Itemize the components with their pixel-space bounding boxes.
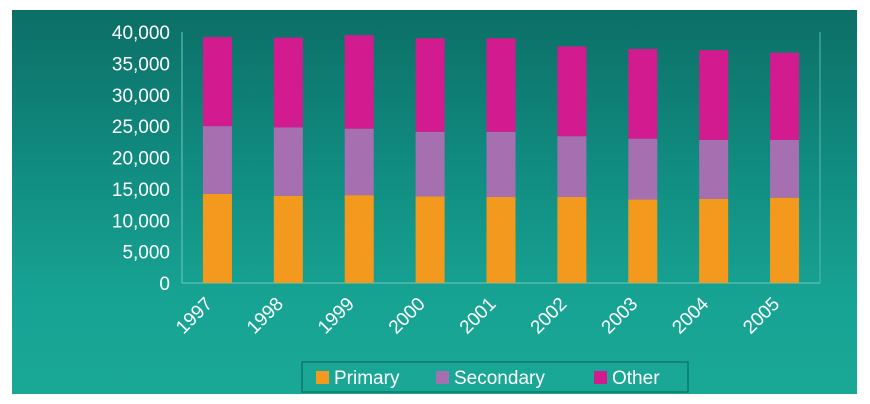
legend-box — [301, 361, 689, 393]
bar-primary-2005 — [770, 197, 800, 283]
x-tick-label: 2003 — [598, 294, 643, 339]
y-tick-label: 0 — [159, 274, 170, 295]
bar-other-2004 — [699, 50, 729, 140]
bar-secondary-2000 — [415, 131, 445, 197]
y-tick-label: 25,000 — [112, 117, 170, 138]
y-tick-label: 35,000 — [112, 54, 170, 75]
legend-label-primary: Primary — [334, 368, 400, 389]
legend-label-secondary: Secondary — [454, 368, 545, 389]
x-tick-label: 2005 — [739, 294, 784, 339]
bar-secondary-2003 — [628, 138, 658, 200]
legend: Primary Secondary Other — [301, 361, 689, 393]
y-tick-label: 30,000 — [112, 86, 170, 107]
bar-other-2000 — [415, 38, 445, 132]
bar-other-2003 — [628, 48, 658, 139]
bar-secondary-2002 — [557, 136, 587, 198]
x-tick-label: 1998 — [243, 294, 288, 339]
y-tick-label: 20,000 — [112, 149, 170, 170]
bar-primary-1997 — [202, 193, 232, 283]
bar-secondary-2005 — [770, 139, 800, 198]
bar-other-1999 — [344, 35, 374, 129]
x-tick-label: 2002 — [527, 294, 572, 339]
x-tick-label: 2004 — [668, 293, 713, 338]
x-tick-label: 2001 — [456, 294, 501, 339]
bar-other-2001 — [486, 38, 516, 132]
chart-panel: 0 5,000 10,000 15,000 20,000 25,000 30,000 35,0… — [12, 10, 857, 394]
legend-swatch-primary — [316, 371, 329, 384]
bar-secondary-1999 — [344, 128, 374, 196]
bar-primary-2004 — [699, 198, 729, 283]
bar-secondary-2001 — [486, 131, 516, 198]
bar-primary-1999 — [344, 195, 374, 283]
x-tick-labels: 1997 1998 1999 2000 2001 2002 2003 2004 2005 — [172, 293, 784, 338]
bar-primary-2001 — [486, 197, 516, 283]
bar-other-2005 — [770, 52, 800, 140]
x-tick-label: 2000 — [385, 294, 430, 339]
bar-secondary-1998 — [273, 127, 303, 196]
bars — [202, 35, 800, 283]
x-tick-label: 1999 — [314, 294, 359, 339]
bar-other-2002 — [557, 46, 587, 137]
stacked-bar-chart: 0 5,000 10,000 15,000 20,000 25,000 30,000 35,0… — [112, 23, 821, 393]
bar-primary-2002 — [557, 197, 587, 283]
bar-secondary-1997 — [202, 126, 232, 194]
legend-swatch-other — [594, 371, 607, 384]
bar-other-1997 — [202, 37, 232, 127]
y-tick-label: 5,000 — [122, 243, 170, 264]
y-tick-label: 15,000 — [112, 180, 170, 201]
y-tick-labels: 0 5,000 10,000 15,000 20,000 25,000 30,000 35,0… — [112, 23, 170, 295]
bar-primary-2000 — [415, 196, 445, 283]
bar-primary-2003 — [628, 199, 658, 283]
bar-primary-1998 — [273, 195, 303, 283]
x-tick-label: 1997 — [172, 294, 217, 339]
legend-swatch-secondary — [436, 371, 449, 384]
legend-label-other: Other — [612, 368, 660, 389]
bar-other-1998 — [273, 37, 303, 128]
bar-secondary-2004 — [699, 139, 729, 199]
y-tick-label: 40,000 — [112, 23, 170, 44]
y-tick-label: 10,000 — [112, 211, 170, 232]
